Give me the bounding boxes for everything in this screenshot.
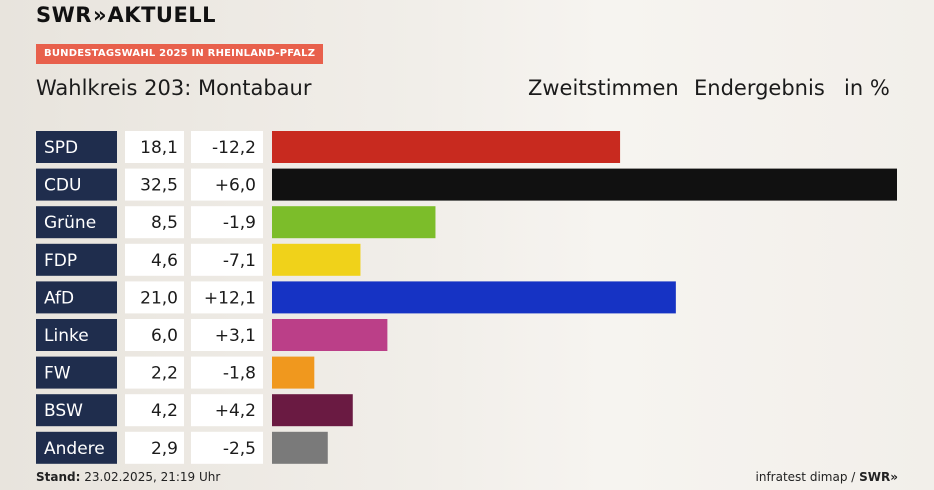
- value-cell-gr-ne: [125, 206, 184, 239]
- party-label-bsw: BSW: [44, 401, 83, 421]
- source-credit: infratest dimap / SWR»: [756, 470, 898, 484]
- change-label-bsw: +4,2: [215, 401, 256, 421]
- party-label-bg-andere: [36, 431, 117, 464]
- vote-type-label: Zweitstimmen: [528, 76, 679, 100]
- party-label-bg-spd: [36, 131, 117, 163]
- party-label-bg-cdu: [36, 168, 117, 201]
- party-label-bg-linke: [36, 319, 117, 351]
- source-brand: SWR»: [859, 470, 898, 484]
- party-label-bg-afd: [36, 281, 117, 314]
- party-label-bg-bsw: [36, 394, 117, 427]
- change-label-fw: -1,8: [223, 364, 256, 384]
- bar-spd: [272, 131, 621, 163]
- party-label-cdu: CDU: [44, 176, 81, 196]
- value-label-afd: 21,0: [140, 288, 178, 308]
- value-label-fw: 2,2: [151, 364, 178, 384]
- value-cell-cdu: [125, 168, 184, 201]
- party-label-fw: FW: [44, 364, 71, 384]
- party-label-bg-fdp: [36, 243, 117, 276]
- brand-arrows-icon: »: [92, 3, 106, 27]
- change-cell-fdp: [191, 243, 263, 276]
- party-label-andere: Andere: [44, 439, 105, 459]
- bar-andere: [272, 431, 328, 464]
- party-label-afd: AfD: [44, 288, 74, 308]
- change-label-afd: +12,1: [204, 288, 256, 308]
- change-cell-gr-ne: [191, 206, 263, 239]
- party-label-fdp: FDP: [44, 251, 77, 271]
- change-cell-linke: [191, 319, 263, 351]
- brand-suffix: AKTUELL: [107, 3, 217, 27]
- unit-label: in %: [844, 76, 890, 100]
- result-type-label: Endergebnis: [694, 76, 825, 100]
- bar-fdp: [272, 243, 361, 276]
- value-cell-linke: [125, 319, 184, 351]
- change-cell-andere: [191, 431, 263, 464]
- change-cell-afd: [191, 281, 263, 314]
- change-label-linke: +3,1: [215, 326, 256, 346]
- timestamp-label: Stand:: [36, 470, 81, 484]
- value-cell-spd: [125, 131, 184, 163]
- bar-cdu: [272, 168, 897, 201]
- party-label-bg-gr-ne: [36, 206, 117, 239]
- value-cell-bsw: [125, 394, 184, 427]
- change-cell-cdu: [191, 168, 263, 201]
- bar-fw: [272, 356, 315, 389]
- value-label-gr-ne: 8,5: [151, 213, 178, 233]
- change-cell-spd: [191, 131, 263, 163]
- timestamp-value: 23.02.2025, 21:19 Uhr: [84, 470, 221, 484]
- party-label-bg-fw: [36, 356, 117, 389]
- value-label-spd: 18,1: [140, 138, 178, 158]
- change-cell-bsw: [191, 394, 263, 427]
- value-cell-andere: [125, 431, 184, 464]
- bar-gr-ne: [272, 206, 436, 239]
- value-label-fdp: 4,6: [151, 251, 178, 271]
- value-label-andere: 2,9: [151, 439, 178, 459]
- change-label-spd: -12,2: [212, 138, 256, 158]
- party-label-spd: SPD: [44, 138, 78, 158]
- bar-bsw: [272, 394, 353, 427]
- party-label-gr-ne: Grüne: [44, 213, 96, 233]
- swr-aktuell-logo: SWR» AKTUELL: [36, 3, 216, 27]
- election-badge: BUNDESTAGSWAHL 2025 IN RHEINLAND-PFALZ: [36, 44, 324, 64]
- brand-name: SWR: [36, 3, 92, 27]
- party-label-linke: Linke: [44, 326, 89, 346]
- bar-afd: [272, 281, 676, 314]
- change-label-andere: -2,5: [223, 439, 256, 459]
- value-cell-fw: [125, 356, 184, 389]
- change-label-gr-ne: -1,9: [223, 213, 256, 233]
- source-name: infratest dimap /: [755, 470, 856, 484]
- change-label-cdu: +6,0: [215, 176, 256, 196]
- page-title: Wahlkreis 203: Montabaur: [36, 76, 312, 100]
- value-label-linke: 6,0: [151, 326, 178, 346]
- value-cell-fdp: [125, 243, 184, 276]
- timestamp: Stand: 23.02.2025, 21:19 Uhr: [36, 470, 220, 484]
- value-label-bsw: 4,2: [151, 401, 178, 421]
- value-label-cdu: 32,5: [140, 176, 178, 196]
- change-cell-fw: [191, 356, 263, 389]
- change-label-fdp: -7,1: [223, 251, 256, 271]
- bar-linke: [272, 319, 388, 351]
- value-cell-afd: [125, 281, 184, 314]
